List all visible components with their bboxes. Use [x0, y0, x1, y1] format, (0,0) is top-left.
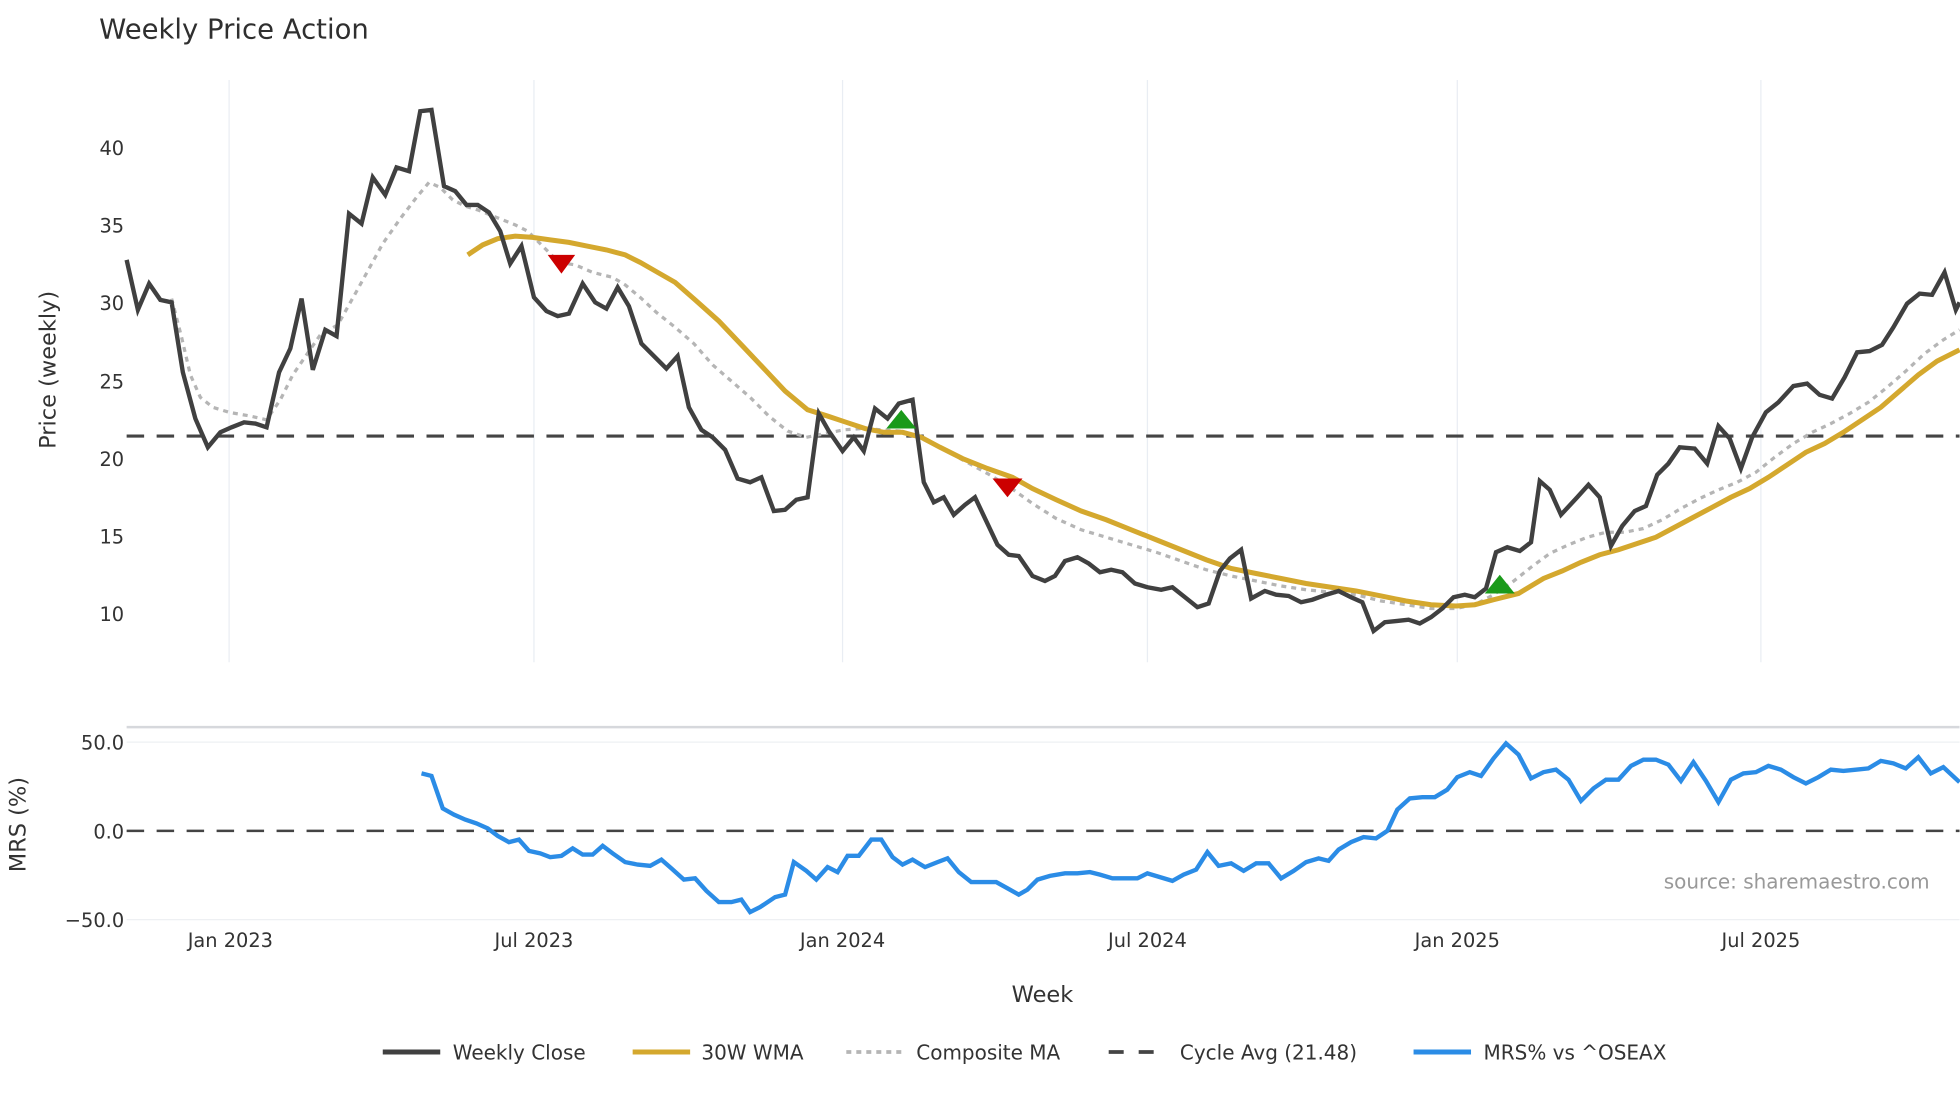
price-gridlines [228, 79, 1762, 663]
source-credit: source: sharemaestro.com [1664, 869, 1930, 893]
svg-text:Jan 2024: Jan 2024 [799, 929, 885, 952]
svg-text:30W WMA: 30W WMA [701, 1041, 804, 1065]
legend-item-mrs[interactable]: MRS% vs ^OSEAX [1413, 1041, 1667, 1065]
svg-text:Jul 2024: Jul 2024 [1107, 929, 1187, 952]
svg-text:Cycle Avg (21.48): Cycle Avg (21.48) [1180, 1041, 1357, 1065]
svg-text:−50.0: −50.0 [65, 909, 124, 932]
svg-text:MRS% vs ^OSEAX: MRS% vs ^OSEAX [1484, 1041, 1667, 1065]
mrs-line [420, 740, 1960, 915]
svg-text:Jan 2023: Jan 2023 [187, 929, 273, 952]
svg-text:10: 10 [99, 603, 124, 626]
svg-text:30: 30 [99, 292, 124, 315]
buy-signal-marker [1484, 574, 1515, 594]
svg-text:25: 25 [99, 371, 124, 394]
svg-text:Jul 2023: Jul 2023 [494, 929, 574, 952]
mrs-y-ticks: 50.0 0.0 −50.0 [65, 732, 124, 932]
legend: Weekly Close 30W WMA Composite MA Cycle … [382, 1041, 1667, 1065]
composite-ma-line [170, 180, 1960, 611]
wma-30w-line [466, 233, 1960, 609]
svg-text:50.0: 50.0 [81, 732, 124, 755]
svg-text:35: 35 [99, 214, 124, 237]
svg-text:40: 40 [99, 137, 124, 160]
weekly-close-line [124, 107, 1960, 635]
svg-text:Jul 2025: Jul 2025 [1721, 929, 1801, 952]
buy-signal-marker [886, 409, 917, 429]
svg-text:15: 15 [99, 526, 124, 549]
price-y-axis-title: Price (weekly) [35, 291, 61, 449]
mrs-panel [126, 725, 1960, 921]
svg-text:0.0: 0.0 [93, 820, 124, 843]
sell-signal-marker [547, 254, 576, 274]
x-axis-title: Week [1012, 982, 1074, 1008]
legend-item-30w-wma[interactable]: 30W WMA [632, 1041, 804, 1065]
svg-text:Jan 2025: Jan 2025 [1414, 929, 1500, 952]
legend-item-weekly-close[interactable]: Weekly Close [382, 1041, 586, 1065]
svg-text:20: 20 [99, 448, 124, 471]
x-axis-ticks: Jan 2023 Jul 2023 Jan 2024 Jul 2024 Jan … [187, 929, 1801, 952]
legend-item-cycle-avg[interactable]: Cycle Avg (21.48) [1108, 1041, 1357, 1065]
sell-signal-marker [992, 478, 1023, 498]
chart-title: Weekly Price Action [99, 14, 369, 46]
price-y-ticks: 40 35 30 25 20 15 10 [99, 137, 124, 626]
mrs-y-axis-title: MRS (%) [5, 777, 31, 872]
svg-text:Composite MA: Composite MA [916, 1041, 1060, 1065]
legend-item-composite-ma[interactable]: Composite MA [846, 1041, 1061, 1065]
svg-text:Weekly Close: Weekly Close [453, 1041, 586, 1065]
